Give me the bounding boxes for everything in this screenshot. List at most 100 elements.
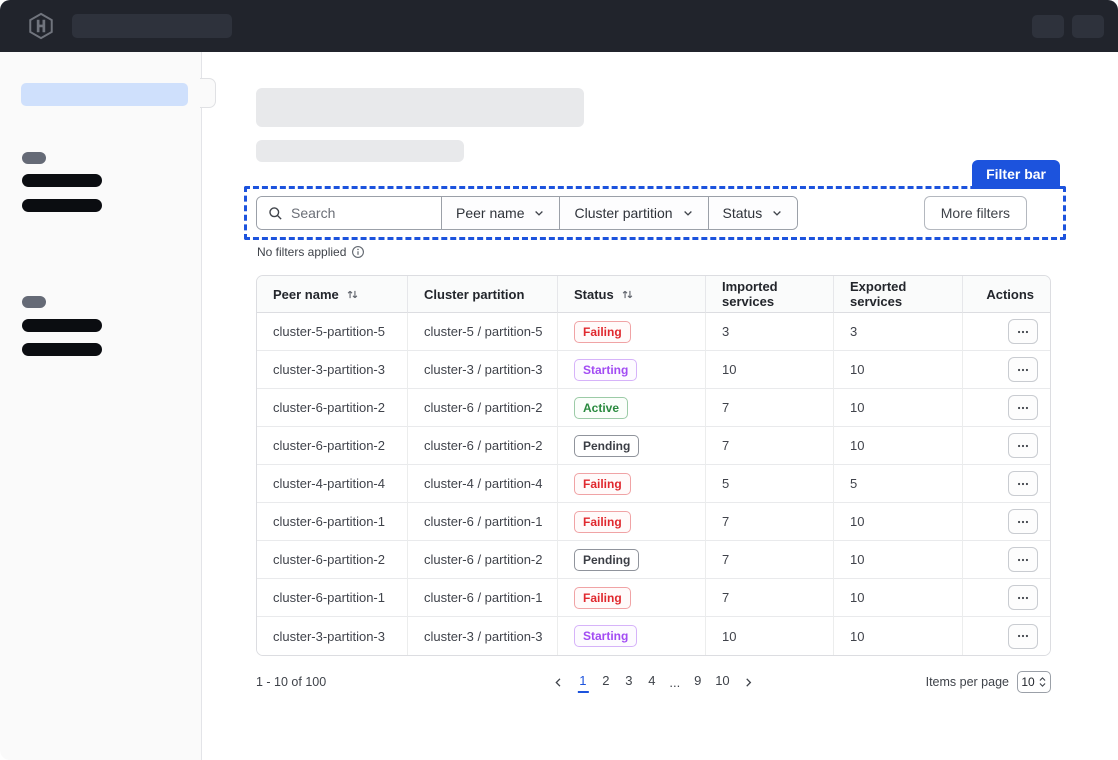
exported-services-cell: 5 bbox=[834, 465, 963, 503]
actions-cell bbox=[963, 351, 1050, 389]
search-input[interactable] bbox=[291, 205, 411, 221]
status-cell: Starting bbox=[558, 351, 706, 389]
actions-cell bbox=[963, 465, 1050, 503]
table-row: cluster-4-partition-4 cluster-4 / partit… bbox=[257, 465, 1050, 503]
items-per-page-label: Items per page bbox=[925, 675, 1009, 689]
info-icon[interactable] bbox=[351, 245, 365, 259]
column-header-actions: Actions bbox=[963, 276, 1050, 313]
peer-name-filter-dropdown[interactable]: Peer name bbox=[441, 197, 560, 229]
cluster-partition-filter-dropdown[interactable]: Cluster partition bbox=[559, 197, 708, 229]
table-row: cluster-6-partition-1 cluster-6 / partit… bbox=[257, 503, 1050, 541]
column-header-peer-name[interactable]: Peer name bbox=[257, 276, 408, 313]
page-list: 1 2 3 4 ... 9 10 bbox=[548, 671, 758, 693]
row-actions-menu-button[interactable] bbox=[1008, 585, 1038, 610]
sidebar-collapse-handle[interactable] bbox=[200, 78, 216, 108]
column-header-imported-services: Imported services bbox=[706, 276, 834, 313]
imported-services-cell: 5 bbox=[706, 465, 834, 503]
page-button-4[interactable]: 4 bbox=[648, 673, 656, 688]
filter-controls-group: Peer name Cluster partition Status bbox=[256, 196, 799, 230]
status-cell: Failing bbox=[558, 503, 706, 541]
status-badge: Pending bbox=[574, 548, 640, 571]
peer-name-cell: cluster-4-partition-4 bbox=[257, 465, 408, 503]
status-cell: Starting bbox=[558, 617, 706, 655]
sort-icon bbox=[622, 290, 633, 298]
page-button-1[interactable]: 1 bbox=[574, 671, 591, 693]
page-subtitle-skeleton bbox=[256, 140, 464, 162]
status-badge: Starting bbox=[574, 358, 638, 381]
row-actions-menu-button[interactable] bbox=[1008, 547, 1038, 572]
next-page-button[interactable] bbox=[739, 672, 759, 692]
search-icon bbox=[269, 206, 282, 220]
annotation-label: Filter bar bbox=[972, 160, 1060, 189]
page-button-9[interactable]: 9 bbox=[694, 673, 702, 688]
navbar-skeleton-placeholder bbox=[72, 14, 232, 38]
cluster-partition-cell: cluster-6 / partition-1 bbox=[408, 579, 558, 617]
sidebar-item-skeleton bbox=[22, 174, 102, 187]
no-filters-text: No filters applied bbox=[257, 245, 347, 259]
imported-services-cell: 7 bbox=[706, 579, 834, 617]
peer-name-cell: cluster-6-partition-2 bbox=[257, 427, 408, 465]
status-cell: Active bbox=[558, 389, 706, 427]
sort-icon bbox=[347, 290, 358, 298]
cluster-partition-cell: cluster-6 / partition-2 bbox=[408, 427, 558, 465]
cluster-partition-cell: cluster-5 / partition-5 bbox=[408, 313, 558, 351]
filter-bar-annotation-box: Filter bar Peer name bbox=[244, 160, 1066, 240]
sidebar-item-skeleton bbox=[22, 319, 102, 332]
row-actions-menu-button[interactable] bbox=[1008, 471, 1038, 496]
more-filters-button[interactable]: More filters bbox=[923, 196, 1027, 230]
exported-services-cell: 10 bbox=[834, 617, 963, 655]
ellipsis-icon bbox=[1017, 634, 1029, 638]
row-actions-menu-button[interactable] bbox=[1008, 357, 1038, 382]
exported-services-cell: 10 bbox=[834, 389, 963, 427]
ellipsis-icon bbox=[1017, 558, 1029, 561]
actions-cell bbox=[963, 389, 1050, 427]
row-actions-menu-button[interactable] bbox=[1008, 395, 1038, 420]
exported-services-cell: 3 bbox=[834, 313, 963, 351]
imported-services-cell: 3 bbox=[706, 313, 834, 351]
cluster-partition-cell: cluster-6 / partition-1 bbox=[408, 503, 558, 541]
status-cell: Failing bbox=[558, 579, 706, 617]
status-badge: Active bbox=[574, 396, 629, 419]
column-header-status[interactable]: Status bbox=[558, 276, 706, 313]
peer-name-cell: cluster-6-partition-1 bbox=[257, 503, 408, 541]
items-per-page-select[interactable]: 10 bbox=[1017, 671, 1051, 693]
cluster-partition-cell: cluster-6 / partition-2 bbox=[408, 541, 558, 579]
page-button-3[interactable]: 3 bbox=[625, 673, 633, 688]
imported-services-cell: 7 bbox=[706, 427, 834, 465]
cluster-partition-cell: cluster-6 / partition-2 bbox=[408, 389, 558, 427]
row-actions-menu-button[interactable] bbox=[1008, 319, 1038, 344]
ellipsis-icon bbox=[1017, 444, 1029, 447]
table-row: cluster-6-partition-2 cluster-6 / partit… bbox=[257, 427, 1050, 465]
peers-table: Peer name Cluster partition Status bbox=[256, 275, 1051, 656]
ellipsis-icon bbox=[1017, 520, 1029, 523]
status-cell: Pending bbox=[558, 427, 706, 465]
exported-services-cell: 10 bbox=[834, 541, 963, 579]
chevron-right-icon bbox=[746, 677, 752, 687]
table-row: cluster-5-partition-5 cluster-5 / partit… bbox=[257, 313, 1050, 351]
imported-services-cell: 7 bbox=[706, 389, 834, 427]
table-header-row: Peer name Cluster partition Status bbox=[257, 276, 1050, 313]
previous-page-button[interactable] bbox=[548, 672, 568, 692]
exported-services-cell: 10 bbox=[834, 579, 963, 617]
imported-services-cell: 10 bbox=[706, 351, 834, 389]
ellipsis-icon bbox=[1017, 482, 1029, 485]
row-actions-menu-button[interactable] bbox=[1008, 433, 1038, 458]
row-actions-menu-button[interactable] bbox=[1008, 623, 1038, 649]
imported-services-cell: 7 bbox=[706, 503, 834, 541]
actions-cell bbox=[963, 503, 1050, 541]
peer-name-cell: cluster-6-partition-1 bbox=[257, 579, 408, 617]
search-field[interactable] bbox=[257, 197, 441, 229]
page-button-2[interactable]: 2 bbox=[602, 673, 610, 688]
peer-name-filter-label: Peer name bbox=[456, 205, 525, 221]
column-header-cluster-partition: Cluster partition bbox=[408, 276, 558, 313]
imported-services-cell: 7 bbox=[706, 541, 834, 579]
navbar-action-skeleton-1 bbox=[1032, 14, 1064, 38]
cluster-partition-cell: cluster-4 / partition-4 bbox=[408, 465, 558, 503]
sidebar-item-skeleton bbox=[22, 343, 102, 356]
status-filter-dropdown[interactable]: Status bbox=[707, 197, 798, 229]
page-button-10[interactable]: 10 bbox=[715, 673, 730, 688]
peer-name-cell: cluster-3-partition-3 bbox=[257, 617, 408, 655]
row-actions-menu-button[interactable] bbox=[1008, 509, 1038, 534]
pagination-bar: 1 - 10 of 100 1 2 3 4 ... 9 10 bbox=[256, 670, 1051, 694]
